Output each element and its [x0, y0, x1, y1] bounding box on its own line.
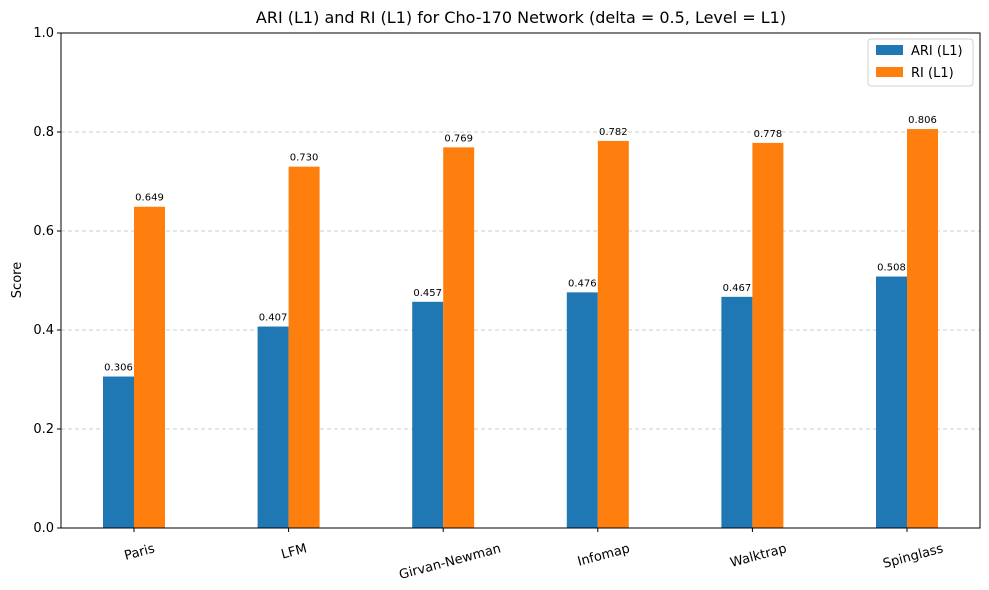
- legend-swatch: [876, 67, 903, 77]
- x-tick-label: Spinglass: [881, 541, 945, 572]
- bar-ari: [257, 326, 289, 528]
- legend-label: ARI (L1): [911, 44, 963, 59]
- bar-ari: [566, 292, 598, 528]
- data-label: 0.457: [413, 288, 442, 299]
- grid-lines: [61, 131, 980, 430]
- bar-ari: [721, 296, 753, 528]
- data-label: 0.649: [135, 193, 164, 204]
- x-tick-label: Walktrap: [729, 541, 789, 570]
- bars: 0.306 0.649 0.407 0.730 0.457 0.769 0.476 0.782…: [103, 115, 938, 528]
- y-axis-label: Score: [10, 262, 25, 298]
- bar-ri: [134, 206, 165, 528]
- bar-ri: [288, 166, 320, 528]
- y-tick-label: 0.6: [33, 224, 54, 239]
- y-tick-label: 0.4: [33, 323, 54, 338]
- bar-ri: [443, 147, 475, 528]
- y-tick-label: 1.0: [33, 26, 54, 41]
- y-tick-label: 0.0: [33, 521, 54, 536]
- data-label: 0.508: [877, 263, 906, 274]
- bar-ari: [876, 276, 907, 528]
- bar-ari: [412, 301, 444, 528]
- bar-ri: [752, 142, 784, 528]
- bar-ri: [907, 129, 938, 528]
- data-label: 0.730: [290, 153, 319, 164]
- data-label: 0.476: [568, 278, 597, 289]
- data-label: 0.806: [908, 115, 937, 126]
- y-tick-label: 0.8: [33, 125, 54, 140]
- data-label: 0.467: [723, 283, 752, 294]
- legend-swatch: [876, 45, 903, 55]
- legend: ARI (L1) RI (L1): [867, 38, 974, 87]
- data-label: 0.782: [599, 127, 628, 138]
- legend-label: RI (L1): [911, 66, 954, 81]
- y-tick-label: 0.2: [33, 422, 54, 437]
- plot-area-frame: [60, 32, 981, 529]
- chart-title: ARI (L1) and RI (L1) for Cho-170 Network…: [256, 8, 786, 27]
- data-label: 0.769: [444, 133, 473, 144]
- data-label: 0.778: [754, 129, 783, 140]
- bar-ari: [103, 376, 134, 528]
- x-axis-ticks: Paris LFM Girvan-Newman Infomap Walktrap Spin…: [123, 528, 945, 583]
- y-axis-ticks: 0.0 0.2 0.4 0.6 0.8 1.0: [33, 26, 61, 536]
- x-tick-label: Girvan-Newman: [397, 541, 502, 583]
- data-label: 0.306: [104, 363, 133, 374]
- x-tick-label: LFM: [280, 541, 309, 562]
- x-tick-label: Infomap: [576, 541, 632, 569]
- data-label: 0.407: [259, 313, 288, 324]
- x-tick-label: Paris: [123, 541, 157, 564]
- bar-ri: [597, 140, 629, 528]
